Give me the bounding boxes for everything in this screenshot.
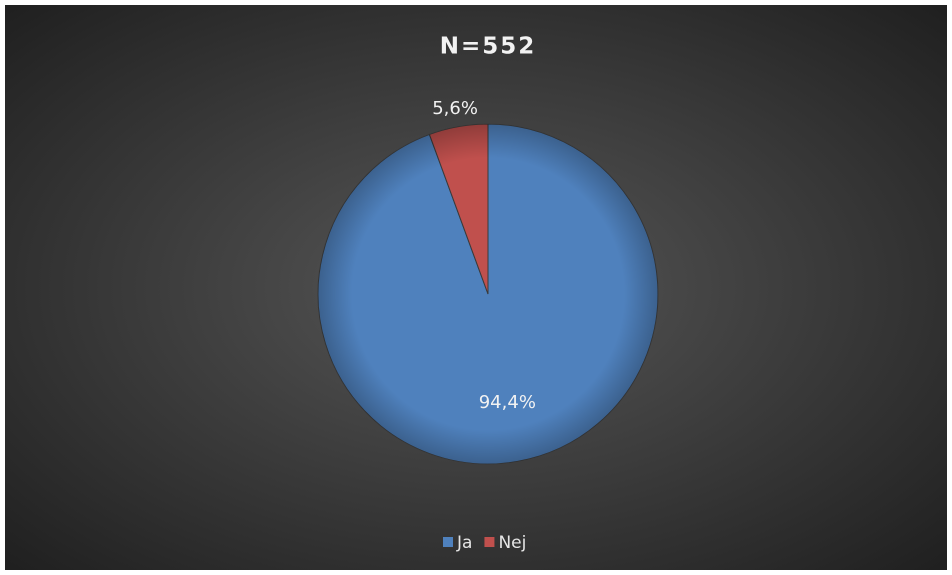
legend-label: Ja [456, 533, 472, 553]
data-label: 5,6% [432, 98, 478, 119]
legend-label: Nej [498, 533, 526, 553]
data-label: 94,4% [479, 392, 536, 413]
legend-swatch [484, 537, 495, 547]
legend-swatch [443, 537, 453, 547]
chart-title: N=552 [440, 34, 537, 60]
